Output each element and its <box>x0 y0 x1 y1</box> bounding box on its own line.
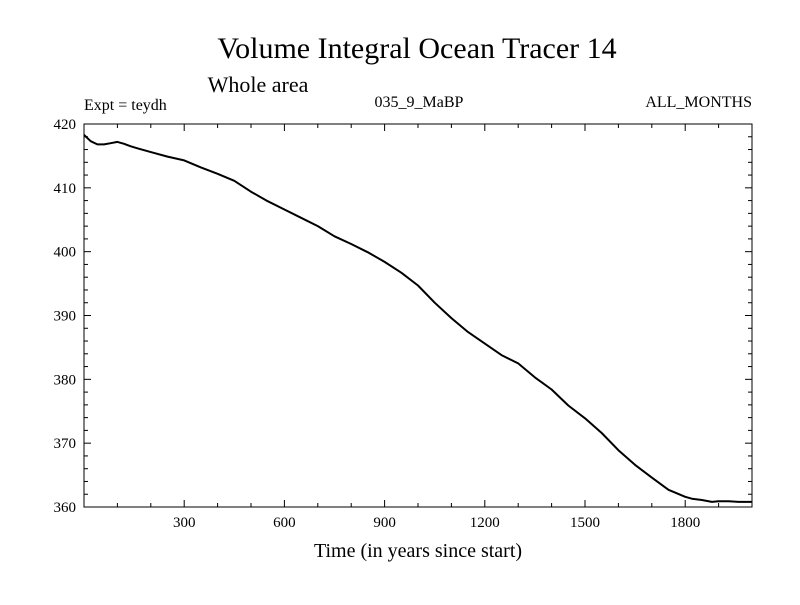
y-tick-label: 370 <box>54 436 77 452</box>
experiment-label: Expt = teydh <box>84 97 167 114</box>
x-tick-label: 900 <box>373 515 396 531</box>
x-tick-label: 1800 <box>670 515 700 531</box>
y-axis: 360 370 380 390 400 410 420 <box>54 117 752 516</box>
y-tick-label: 380 <box>54 372 77 388</box>
y-tick-label: 400 <box>54 245 77 261</box>
months-label: ALL_MONTHS <box>645 94 752 111</box>
series-line <box>83 134 752 503</box>
plot-frame <box>83 123 753 508</box>
x-tick-label: 1200 <box>470 515 500 531</box>
chart-subtitle: Whole area <box>208 72 309 97</box>
y-tick-label: 420 <box>54 117 77 133</box>
y-tick-label: 360 <box>54 500 77 516</box>
x-tick-label: 1500 <box>570 515 600 531</box>
x-tick-label: 300 <box>173 515 196 531</box>
x-axis: 300 600 900 1200 1500 1800 <box>116 124 720 531</box>
chart-title: Volume Integral Ocean Tracer 14 <box>217 32 616 65</box>
y-tick-label: 390 <box>54 309 77 325</box>
period-label: 035_9_MaBP <box>375 94 464 111</box>
y-tick-label: 410 <box>54 181 77 197</box>
x-tick-label: 600 <box>273 515 296 531</box>
x-axis-label: Time (in years since start) <box>314 540 522 562</box>
